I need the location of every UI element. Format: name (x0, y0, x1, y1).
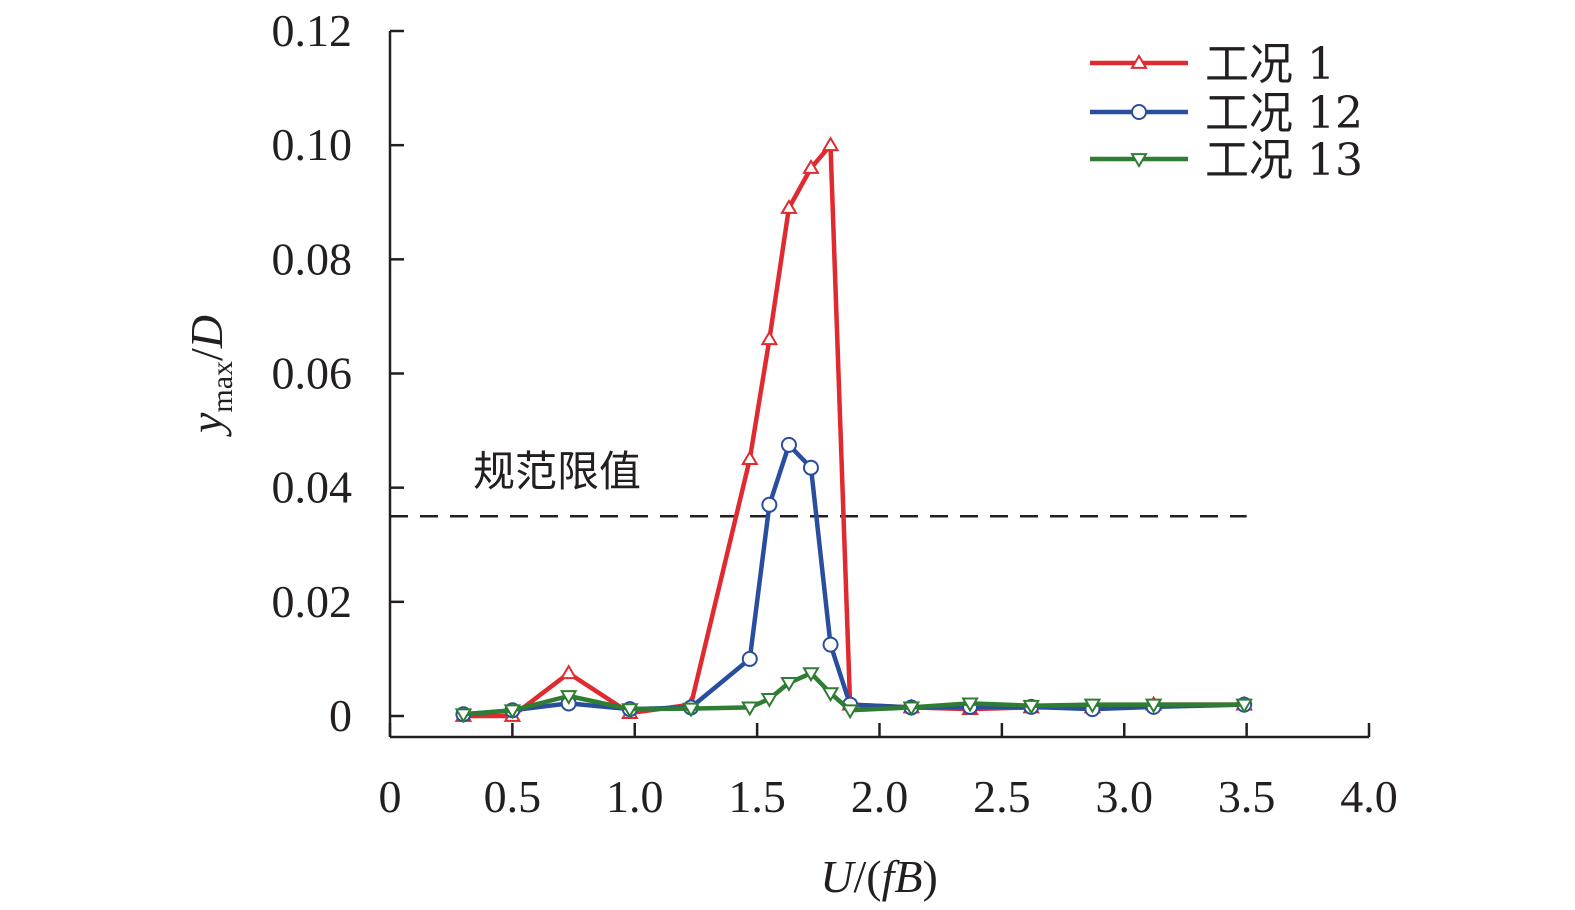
y-tick-label: 0.04 (272, 462, 353, 513)
data-point (621, 703, 639, 719)
data-point (682, 702, 700, 718)
data-point (902, 701, 921, 717)
data-point (1235, 698, 1253, 714)
legend-marker (1131, 104, 1147, 120)
data-point (821, 136, 840, 152)
data-point (741, 701, 759, 717)
data-point (821, 687, 840, 703)
x-tick-label: 3.5 (1218, 771, 1276, 822)
data-point (760, 692, 779, 708)
legend-marker (1130, 54, 1148, 69)
legend-label: 工况 12 (1205, 88, 1363, 139)
series-line (463, 142, 1245, 719)
y-tick-label: 0.12 (272, 5, 353, 56)
x-tick-label: 1.5 (728, 771, 786, 822)
data-point (503, 704, 522, 720)
x-tick-label: 1.0 (606, 771, 664, 822)
data-point (841, 704, 859, 720)
y-tick-label: 0.06 (272, 348, 353, 399)
data-point (741, 650, 758, 667)
legend-item: 工况 13 (1090, 135, 1363, 186)
axes: 0 0.02 0.04 0.06 0.08 0.10 0.12 0 0.5 1.0 1.5 2.0 2.… (272, 5, 1398, 822)
x-axis-label: U/(fB) (820, 851, 938, 902)
y-tick-label: 0.10 (272, 119, 353, 170)
data-point (822, 636, 839, 653)
x-tick-label: 3.0 (1096, 771, 1154, 822)
data-point (802, 667, 820, 683)
data-point (559, 690, 578, 705)
data-point (802, 459, 819, 476)
reference-line-label: 规范限值 (473, 447, 641, 496)
data-point (780, 436, 797, 453)
data-point (780, 198, 798, 214)
legend-marker (1130, 153, 1148, 168)
legend-label: 工况 1 (1205, 39, 1335, 90)
x-tick-label: 0 (379, 771, 402, 822)
series-group (454, 136, 1253, 724)
series-3 (454, 667, 1253, 724)
y-tick-label: 0.08 (272, 233, 353, 284)
data-point (961, 697, 979, 713)
x-tick-label: 0.5 (484, 771, 542, 822)
data-point (1083, 698, 1102, 714)
y-tick-label: 0 (329, 690, 352, 741)
data-point (741, 450, 759, 466)
legend-label: 工况 13 (1205, 135, 1363, 186)
x-tick-label: 2.0 (851, 771, 909, 822)
data-point (802, 159, 820, 174)
data-point (761, 496, 778, 513)
y-axis-label: ymax/D (181, 315, 239, 437)
legend-item: 工况 12 (1090, 88, 1363, 139)
legend-item: 工况 1 (1090, 39, 1335, 90)
data-point (1144, 698, 1163, 714)
data-point (780, 676, 798, 692)
data-point (1022, 699, 1040, 715)
x-tick-label: 4.0 (1340, 771, 1398, 822)
data-point (760, 330, 779, 346)
data-point (454, 708, 473, 724)
x-tick-label: 2.5 (973, 771, 1031, 822)
data-point (559, 664, 578, 680)
series-1 (454, 136, 1253, 722)
y-tick-label: 0.02 (272, 576, 353, 627)
